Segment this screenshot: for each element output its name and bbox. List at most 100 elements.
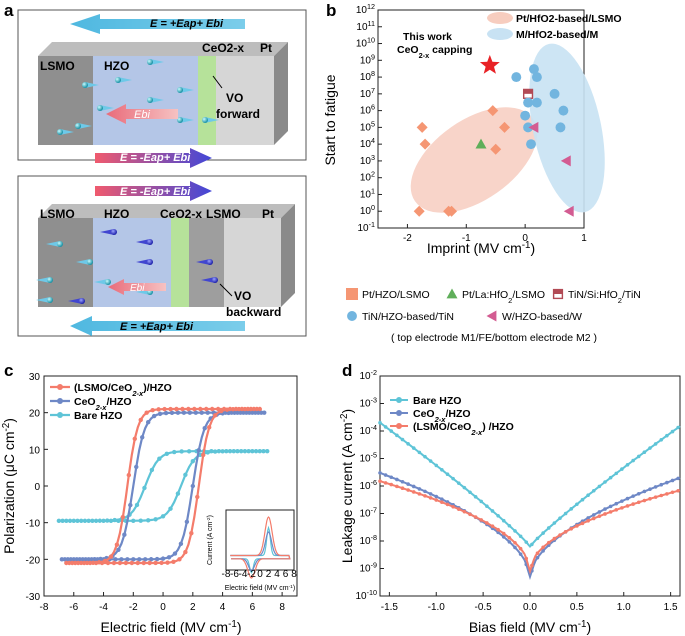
d-point — [580, 497, 585, 502]
c-ytick-label: 30 — [29, 372, 41, 383]
d-point — [648, 487, 652, 491]
d-point — [411, 446, 416, 450]
d-point — [383, 425, 388, 429]
c-point — [168, 506, 173, 511]
d-point — [423, 489, 427, 494]
c-point — [123, 560, 129, 566]
c-point — [111, 560, 117, 566]
d-point — [636, 491, 641, 496]
d-point — [445, 502, 450, 507]
d-ytick-label: 10-9 — [359, 560, 377, 575]
d-point — [676, 425, 680, 430]
d-point — [535, 536, 540, 541]
d-legend-label: Bare HZO — [413, 395, 461, 407]
d-point — [541, 545, 545, 550]
inset-c: -8 -6 -4 -2 0 2 4 6 8 Electric field (MV cm-1) C… — [206, 509, 297, 592]
inset-xtick-label: -4 — [239, 569, 248, 580]
c-point — [172, 551, 178, 556]
c-point — [242, 448, 248, 454]
d-point — [479, 518, 484, 522]
c-point — [215, 406, 221, 412]
b-xlabel: Imprint (MV cm-1) — [427, 240, 535, 257]
d-point — [653, 495, 658, 499]
b-legend-label: TiN/HZO-based/TiN — [362, 311, 454, 323]
d-point — [659, 482, 664, 487]
d-curve-line — [379, 471, 681, 580]
d-xtick-label: -1.5 — [381, 602, 399, 613]
ticks-b: -2 -1 0 110-1100101102103104105106107108109… — [356, 2, 587, 245]
panel-d: d -1.5 -1.0 -0.5 0.0 0.5 1.0 1.5 10-10 10-9 10-8 1… — [339, 361, 681, 635]
d-point — [395, 477, 399, 482]
d-point — [417, 487, 422, 491]
c-point — [165, 560, 170, 565]
b-xtick-label: 1 — [581, 233, 587, 244]
b-xtick-label: -1 — [462, 233, 471, 244]
c-point — [177, 557, 182, 562]
c-point — [196, 448, 201, 453]
ellipses-b — [410, 43, 605, 213]
d-legend-marker — [396, 397, 402, 403]
d-point — [406, 488, 410, 492]
c-point — [233, 406, 239, 412]
d-point — [434, 498, 439, 502]
c-point — [187, 410, 193, 415]
b-point — [549, 88, 560, 99]
b-point — [520, 110, 531, 121]
b-legend-swatch — [486, 310, 497, 322]
d-point — [389, 475, 394, 480]
c-point — [60, 518, 65, 524]
c-point — [125, 557, 130, 562]
d-point — [546, 540, 551, 545]
label-lsmo2-bottom: LSMO — [206, 207, 241, 221]
label-ceo-bottom: CeO2-x — [160, 207, 202, 221]
eq-top-2: E = -Eap+ Ebi — [120, 186, 191, 198]
d-point — [501, 535, 506, 539]
d-point — [378, 471, 382, 475]
d-ytick-label: 10-10 — [355, 588, 377, 603]
c-point — [160, 514, 166, 519]
curves-c — [56, 406, 270, 566]
d-point — [530, 542, 534, 547]
d-point — [580, 521, 585, 526]
eq-bottom-1: E = -Eap+ Ebi — [120, 152, 191, 164]
c-point — [131, 518, 136, 523]
c-point — [74, 557, 79, 562]
c-xtick-label: 8 — [279, 602, 285, 613]
c-point — [67, 518, 73, 524]
c-point — [239, 406, 245, 412]
label-pt-bottom: Pt — [262, 207, 274, 221]
c-xlabel: Electric field (MV cm-1) — [101, 619, 242, 636]
ell-legend-swatch-2 — [487, 28, 513, 40]
c-point — [190, 483, 196, 489]
c-xtick-label: -6 — [69, 602, 78, 613]
d-ylabel: Leakage current (A cm-2) — [339, 409, 356, 563]
c-point — [142, 485, 147, 491]
c-point — [205, 450, 210, 455]
c-point — [92, 556, 97, 562]
b-point — [413, 205, 425, 217]
c-point — [98, 556, 103, 562]
c-point — [184, 519, 190, 524]
c-point — [190, 459, 196, 464]
ellipse-pt-lsmo — [410, 107, 538, 213]
c-legend-label: Bare HZO — [74, 410, 122, 422]
inset-ylabel: Current (A cm-2) — [206, 515, 215, 565]
d-point — [485, 521, 489, 525]
d-point — [614, 501, 619, 506]
d-xlabel: Bias field (MV cm-1) — [469, 619, 591, 636]
c-point — [135, 560, 140, 566]
d-legend-marker — [396, 410, 402, 416]
c-point — [163, 410, 169, 416]
d-point — [411, 484, 416, 489]
c-point — [73, 560, 78, 566]
c-point — [153, 560, 158, 566]
c-point — [261, 448, 266, 454]
c-point — [56, 518, 62, 524]
field-arrow-mid-1 — [95, 148, 212, 168]
c-point — [157, 411, 163, 417]
c-point — [246, 448, 251, 454]
c-ytick-label: 10 — [29, 445, 41, 456]
c-point — [257, 406, 262, 412]
